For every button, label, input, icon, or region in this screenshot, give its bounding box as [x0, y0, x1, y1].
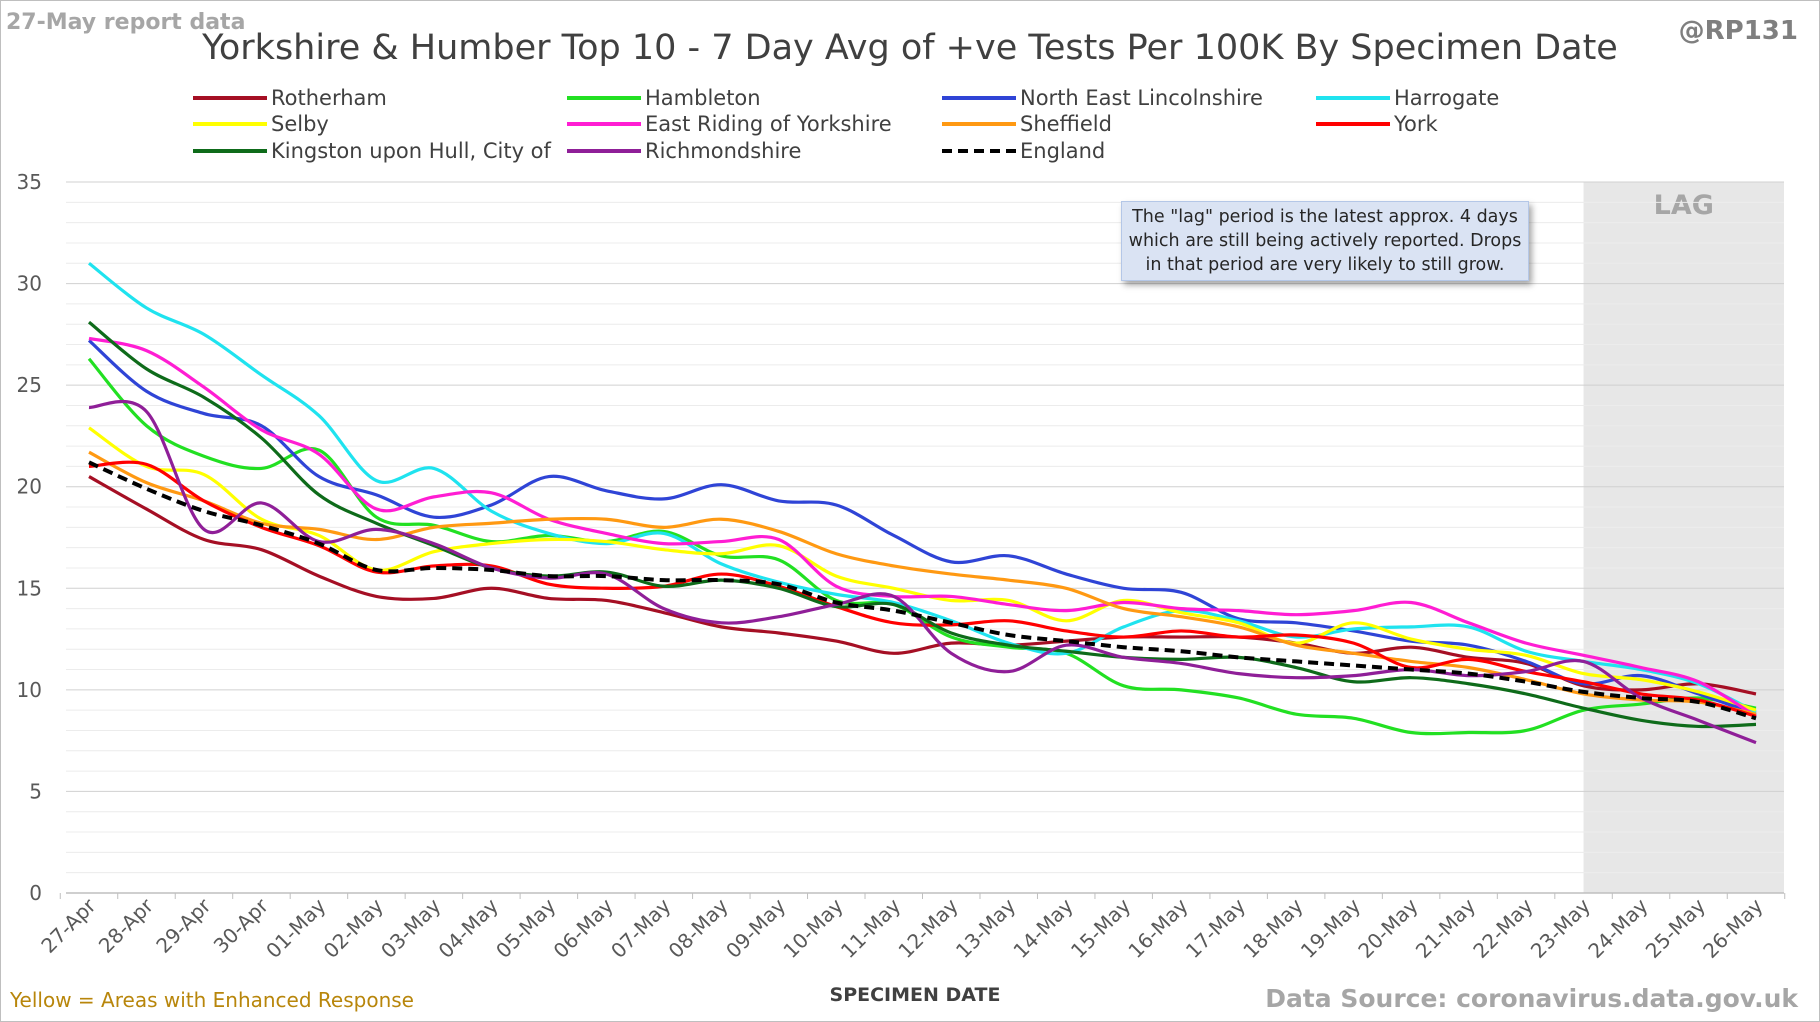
series-line-york [88, 460, 1757, 718]
legend: Rotherham Hambleton North East Lincolnshir… [193, 86, 1499, 163]
x-tick-label: 27-Apr [36, 893, 101, 958]
series-line-richmondshire [88, 400, 1757, 745]
y-tick-label: 25 [17, 373, 42, 397]
x-tick-label: 19-May [1296, 893, 1365, 962]
x-axis-title: SPECIMEN DATE [830, 984, 1001, 1006]
lag-label: LAG [1654, 190, 1714, 221]
x-tick-label: 22-May [1468, 893, 1537, 962]
x-tick-label: 16-May [1123, 893, 1192, 962]
x-tick-label: 28-Apr [94, 893, 159, 958]
x-tick-label: 29-Apr [151, 893, 216, 958]
legend-label-kingston-upon-hull-city-of: Kingston upon Hull, City of [271, 139, 552, 163]
x-tick-label: 18-May [1238, 893, 1307, 962]
y-tick-label: 20 [17, 475, 42, 499]
legend-label-york: York [1393, 112, 1439, 136]
x-tick-label: 07-May [606, 893, 675, 962]
enhanced-response-note: Yellow = Areas with Enhanced Response [10, 988, 414, 1012]
series-line-kingston-upon-hull-city-of [87, 320, 1757, 729]
report-date: 27-May report data [6, 10, 246, 35]
x-tick-label: 09-May [721, 893, 790, 962]
x-tick-label: 13-May [951, 893, 1020, 962]
y-tick-label: 35 [17, 170, 42, 194]
series-line-rotherham [88, 475, 1757, 696]
x-tick-label: 12-May [893, 893, 962, 962]
y-tick-label: 15 [17, 576, 42, 600]
x-tick-label: 01-May [261, 893, 330, 962]
axes [59, 892, 1786, 899]
legend-label-richmondshire: Richmondshire [645, 139, 801, 163]
y-axis-ticks: 0 5 10 15 20 25 30 35 [17, 170, 42, 905]
series-line-harrogate [88, 261, 1757, 714]
legend-label-selby: Selby [271, 112, 329, 136]
x-tick-label: 17-May [1181, 893, 1250, 962]
x-tick-label: 14-May [1008, 893, 1077, 962]
y-tick-label: 10 [17, 678, 42, 702]
x-tick-label: 20-May [1353, 893, 1422, 962]
x-tick-label: 25-May [1641, 893, 1710, 962]
legend-label-harrogate: Harrogate [1394, 86, 1499, 110]
y-tick-label: 5 [29, 779, 42, 803]
x-tick-label: 10-May [779, 893, 848, 962]
series-line-sheffield [88, 450, 1757, 716]
series-line-england [88, 460, 1757, 721]
data-source: Data Source: coronavirus.data.gov.uk [1265, 984, 1798, 1013]
x-axis-ticks: 27-Apr28-Apr29-Apr30-Apr01-May02-May03-M… [36, 893, 1767, 963]
legend-label-east-riding-of-yorkshire: East Riding of Yorkshire [645, 112, 892, 136]
x-tick-label: 05-May [491, 893, 560, 962]
x-tick-label: 24-May [1583, 893, 1652, 962]
x-tick-label: 08-May [664, 893, 733, 962]
author-handle: @RP131 [1678, 16, 1798, 46]
x-tick-label: 06-May [549, 893, 618, 962]
lag-band-rect [1583, 182, 1784, 893]
x-tick-label: 03-May [376, 893, 445, 962]
lag-period-band: LAG [1583, 182, 1784, 893]
x-tick-label: 23-May [1526, 893, 1595, 962]
y-tick-label: 0 [29, 881, 42, 905]
y-tick-label: 30 [17, 272, 42, 296]
lag-callout: The "lag" period is the latest approx. 4… [1121, 201, 1529, 281]
series-line-north-east-lincolnshire [87, 339, 1757, 716]
x-tick-label: 04-May [434, 893, 503, 962]
legend-label-sheffield: Sheffield [1020, 112, 1112, 136]
x-tick-label: 15-May [1066, 893, 1135, 962]
legend-label-england: England [1020, 139, 1105, 163]
series-lines [87, 261, 1757, 745]
x-tick-label: 26-May [1698, 893, 1767, 962]
legend-label-north-east-lincolnshire: North East Lincolnshire [1020, 86, 1263, 110]
chart-title: Yorkshire & Humber Top 10 - 7 Day Avg of… [202, 28, 1618, 68]
legend-label-rotherham: Rotherham [271, 86, 387, 110]
legend-label-hambleton: Hambleton [645, 86, 761, 110]
x-tick-label: 02-May [319, 893, 388, 962]
x-tick-label: 11-May [836, 893, 905, 962]
x-tick-label: 21-May [1411, 893, 1480, 962]
